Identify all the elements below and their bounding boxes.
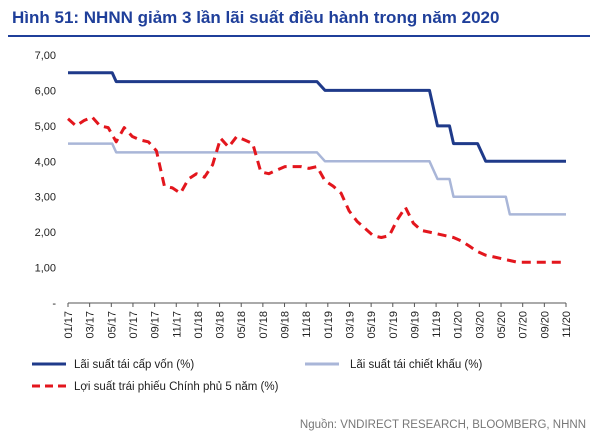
x-tick-label: 03/18 — [215, 311, 227, 339]
x-tick-label: 01/18 — [193, 311, 205, 339]
x-tick-label: 03/20 — [474, 311, 486, 339]
y-tick-label: 7,00 — [35, 50, 56, 62]
x-tick-label: 03/17 — [85, 311, 97, 339]
y-tick-label: 3,00 — [35, 192, 56, 204]
x-tick-label: 11/18 — [301, 311, 313, 338]
x-tick-label: 07/20 — [518, 311, 530, 339]
legend-label-3: Lợi suất trái phiếu Chính phủ 5 năm (%) — [74, 381, 279, 393]
x-tick-label: 05/20 — [496, 311, 508, 339]
x-tick-label: 01/20 — [453, 311, 465, 339]
x-tick-label: 09/18 — [280, 311, 292, 339]
x-tick-label: 01/19 — [323, 311, 335, 339]
x-tick-label: 07/17 — [128, 311, 140, 339]
x-tick-label: 07/19 — [388, 311, 400, 339]
series-line-3 — [67, 115, 566, 264]
x-tick-label: 05/19 — [366, 311, 378, 339]
x-tick-label: 11/17 — [171, 311, 183, 338]
y-tick-label: 4,00 — [35, 156, 56, 168]
series-line-2 — [68, 142, 566, 216]
x-tick-label: 07/18 — [258, 311, 270, 339]
x-tick-label: 11/19 — [431, 311, 443, 338]
x-tick-label: 09/17 — [150, 311, 162, 339]
y-tick-label: - — [52, 298, 56, 310]
y-tick-label: 5,00 — [35, 121, 56, 133]
y-tick-label: 6,00 — [35, 85, 56, 97]
x-tick-label: 05/17 — [106, 311, 118, 339]
x-tick-label: 09/19 — [409, 311, 421, 339]
x-tick-label: 01/17 — [63, 311, 75, 339]
y-tick-label: 1,00 — [35, 263, 56, 275]
series-line-1 — [68, 71, 566, 163]
legend-label-2: Lãi suất tái chiết khấu (%) — [350, 359, 482, 371]
source-note: Nguồn: VNDIRECT RESEARCH, BLOOMBERG, NHN… — [299, 419, 586, 431]
x-tick-label: 03/19 — [344, 311, 356, 339]
title-divider — [8, 35, 590, 37]
x-tick-label: 05/18 — [236, 311, 248, 339]
x-tick-label: 09/20 — [539, 311, 551, 339]
y-tick-label: 2,00 — [35, 227, 56, 239]
legend-label-1: Lãi suất tái cấp vốn (%) — [74, 359, 194, 371]
x-tick-label: 11/20 — [561, 311, 573, 338]
chart-title: Hình 51: NHNN giảm 3 lần lãi suất điều h… — [12, 8, 500, 27]
